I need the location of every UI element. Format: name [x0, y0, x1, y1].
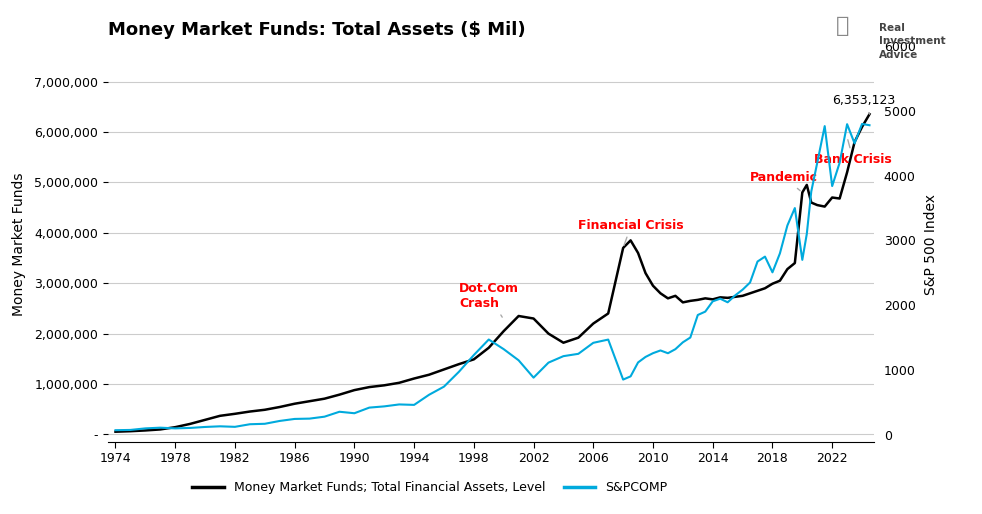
Text: Financial Crisis: Financial Crisis: [578, 219, 684, 245]
Legend: Money Market Funds; Total Financial Assets, Level, S&PCOMP: Money Market Funds; Total Financial Asse…: [188, 476, 672, 499]
Text: Money Market Funds: Total Assets ($ Mil): Money Market Funds: Total Assets ($ Mil): [108, 21, 525, 39]
Text: Pandemic: Pandemic: [750, 171, 818, 191]
Y-axis label: S&P 500 Index: S&P 500 Index: [924, 194, 938, 295]
Y-axis label: Money Market Funds: Money Market Funds: [12, 172, 26, 316]
Text: Bank Crisis: Bank Crisis: [814, 140, 892, 166]
Text: Real
Investment
Advice: Real Investment Advice: [879, 23, 946, 60]
Text: Dot.Com
Crash: Dot.Com Crash: [459, 282, 518, 317]
Text: 🦅: 🦅: [836, 16, 849, 36]
Text: 6,353,123: 6,353,123: [832, 94, 896, 114]
